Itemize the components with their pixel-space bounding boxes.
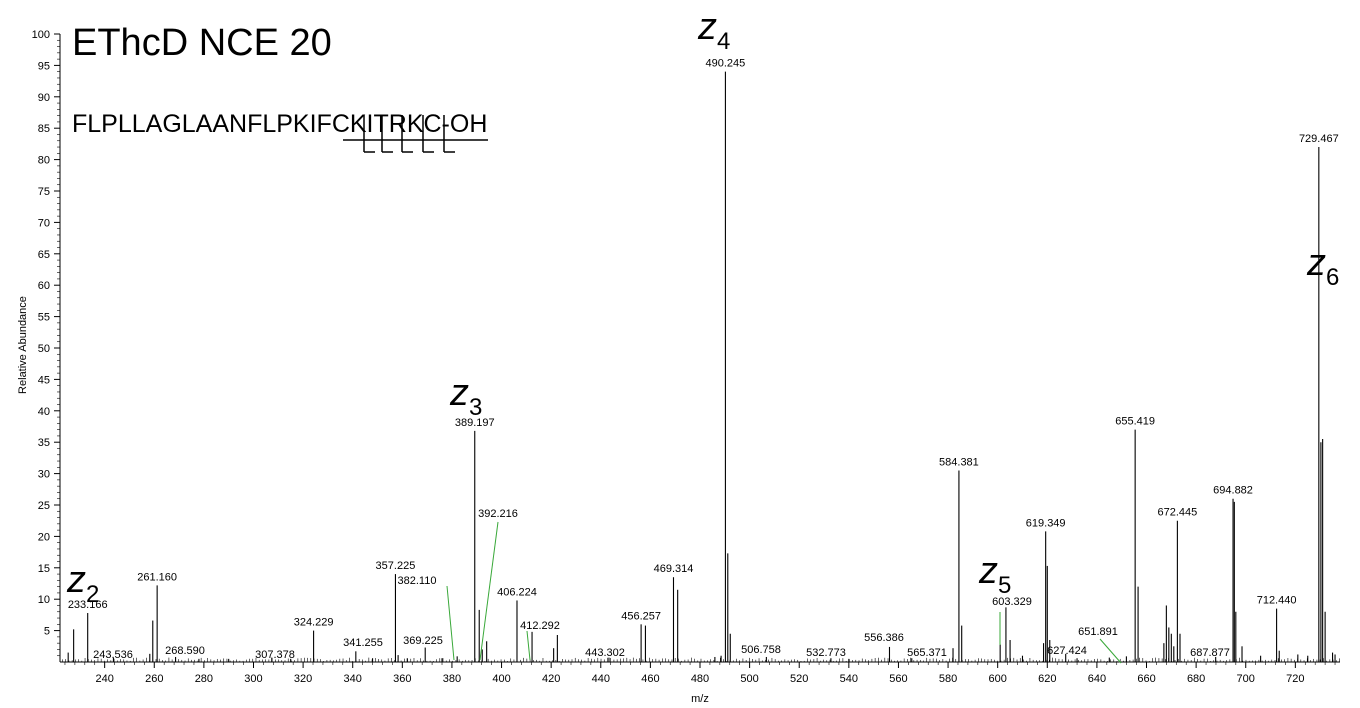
y-tick-label: 60 <box>38 280 50 292</box>
x-tick-label: 660 <box>1137 673 1155 685</box>
ion-label-z3: z3 <box>450 372 483 421</box>
peak-label: 729.467 <box>1299 133 1339 145</box>
x-tick-label: 440 <box>592 673 610 685</box>
x-tick-label: 520 <box>790 673 808 685</box>
peak-label: 406.224 <box>497 586 537 598</box>
peak-label: 261.160 <box>137 571 177 583</box>
peak-label: 324.229 <box>294 617 334 629</box>
y-tick-label: 85 <box>38 123 50 135</box>
peak-label: 369.225 <box>403 635 443 647</box>
peak-label: 619.349 <box>1026 517 1066 529</box>
x-tick-label: 640 <box>1088 673 1106 685</box>
x-tick-label: 600 <box>988 673 1006 685</box>
x-tick-label: 680 <box>1187 673 1205 685</box>
x-tick-label: 240 <box>95 673 113 685</box>
peak-label: 392.216 <box>478 508 518 520</box>
x-axis-label: m/z <box>691 693 709 705</box>
x-tick-label: 500 <box>740 673 758 685</box>
peak-label: 655.419 <box>1115 416 1155 428</box>
y-tick-label: 55 <box>38 312 50 324</box>
x-tick-label: 460 <box>641 673 659 685</box>
y-tick-label: 50 <box>38 343 50 355</box>
peak-label: 357.225 <box>376 560 416 572</box>
x-tick-label: 340 <box>344 673 362 685</box>
y-tick-label: 20 <box>38 531 50 543</box>
peak-label: 694.882 <box>1213 485 1253 497</box>
x-tick-label: 560 <box>889 673 907 685</box>
peak-label: 490.245 <box>706 58 746 70</box>
peak-label: 443.302 <box>585 647 625 659</box>
y-tick-label: 30 <box>38 469 50 481</box>
callout-line <box>479 521 499 661</box>
peak-label: 307.378 <box>255 649 295 661</box>
peak-label: 412.292 <box>520 620 560 632</box>
x-tick-label: 400 <box>492 673 510 685</box>
peak-label: 506.758 <box>741 644 781 656</box>
ion-label-z4: z4 <box>698 6 731 55</box>
y-tick-label: 70 <box>38 217 50 229</box>
peak-label: 389.197 <box>455 417 495 429</box>
peak-label: 268.590 <box>165 645 205 657</box>
callout-line <box>446 585 455 661</box>
y-tick-label: 40 <box>38 406 50 418</box>
peak-label: 243.536 <box>93 649 133 661</box>
x-tick-label: 580 <box>939 673 957 685</box>
x-tick-label: 480 <box>691 673 709 685</box>
y-tick-label: 80 <box>38 155 50 167</box>
peak-label: 687.877 <box>1190 647 1230 659</box>
peak-label: 469.314 <box>654 563 694 575</box>
y-tick-label: 5 <box>44 626 50 638</box>
peak-label: 456.257 <box>621 610 661 622</box>
x-tick-label: 280 <box>195 673 213 685</box>
x-tick-label: 380 <box>443 673 461 685</box>
peak-label: 712.440 <box>1257 595 1297 607</box>
y-tick-label: 90 <box>38 92 50 104</box>
x-tick-label: 540 <box>840 673 858 685</box>
peak-label: 382.110 <box>398 575 437 587</box>
y-tick-label: 10 <box>38 594 50 606</box>
x-tick-label: 720 <box>1286 673 1304 685</box>
peak-label: 532.773 <box>806 647 846 659</box>
y-tick-label: 15 <box>38 563 50 575</box>
peak-label: 627.424 <box>1047 645 1087 657</box>
y-tick-label: 45 <box>38 374 50 386</box>
y-axis-label: Relative Abundance <box>17 296 29 394</box>
peak-label: 651.891 <box>1078 626 1118 638</box>
x-tick-label: 300 <box>244 673 262 685</box>
peak-label: 565.371 <box>907 647 947 659</box>
x-tick-label: 620 <box>1038 673 1056 685</box>
ion-label-z2: z2 <box>67 559 100 608</box>
x-tick-label: 360 <box>393 673 411 685</box>
callout-line <box>1099 638 1122 664</box>
peptide-sequence: FLPLLAGLAANFLPKIFCKITRKC-OH <box>72 110 488 138</box>
peak-label: 233.166 <box>68 599 108 611</box>
y-tick-label: 75 <box>38 186 50 198</box>
ion-label-z6: z6 <box>1307 242 1340 291</box>
x-tick-label: 700 <box>1237 673 1255 685</box>
peak-label: 672.445 <box>1158 507 1198 519</box>
chart-title: EThcD NCE 20 <box>72 22 332 64</box>
peak-label: 556.386 <box>864 632 904 644</box>
y-tick-label: 35 <box>38 437 50 449</box>
ion-label-z5: z5 <box>979 550 1012 599</box>
y-tick-label: 100 <box>32 29 50 41</box>
peak-label: 584.381 <box>939 456 979 468</box>
x-tick-label: 420 <box>542 673 560 685</box>
x-tick-label: 320 <box>294 673 312 685</box>
peak-label: 603.329 <box>992 596 1032 608</box>
y-tick-label: 65 <box>38 249 50 261</box>
x-tick-label: 260 <box>145 673 163 685</box>
y-tick-label: 25 <box>38 500 50 512</box>
peak-label: 341.255 <box>343 637 383 649</box>
callout-line <box>526 630 531 661</box>
y-tick-label: 95 <box>38 60 50 72</box>
